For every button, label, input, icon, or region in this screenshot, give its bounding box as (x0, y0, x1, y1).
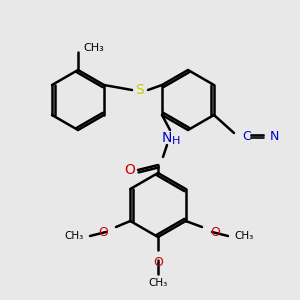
Text: CH₃: CH₃ (148, 278, 168, 288)
Text: H: H (172, 136, 180, 146)
Text: S: S (136, 83, 144, 97)
Text: O: O (210, 226, 220, 238)
Text: C: C (242, 130, 251, 142)
Text: CH₃: CH₃ (234, 231, 253, 241)
Text: N: N (162, 131, 172, 145)
Text: N: N (270, 130, 279, 142)
Text: CH₃: CH₃ (83, 43, 104, 53)
Text: O: O (153, 256, 163, 269)
Text: CH₃: CH₃ (65, 231, 84, 241)
Text: O: O (124, 163, 135, 177)
Text: O: O (98, 226, 108, 238)
